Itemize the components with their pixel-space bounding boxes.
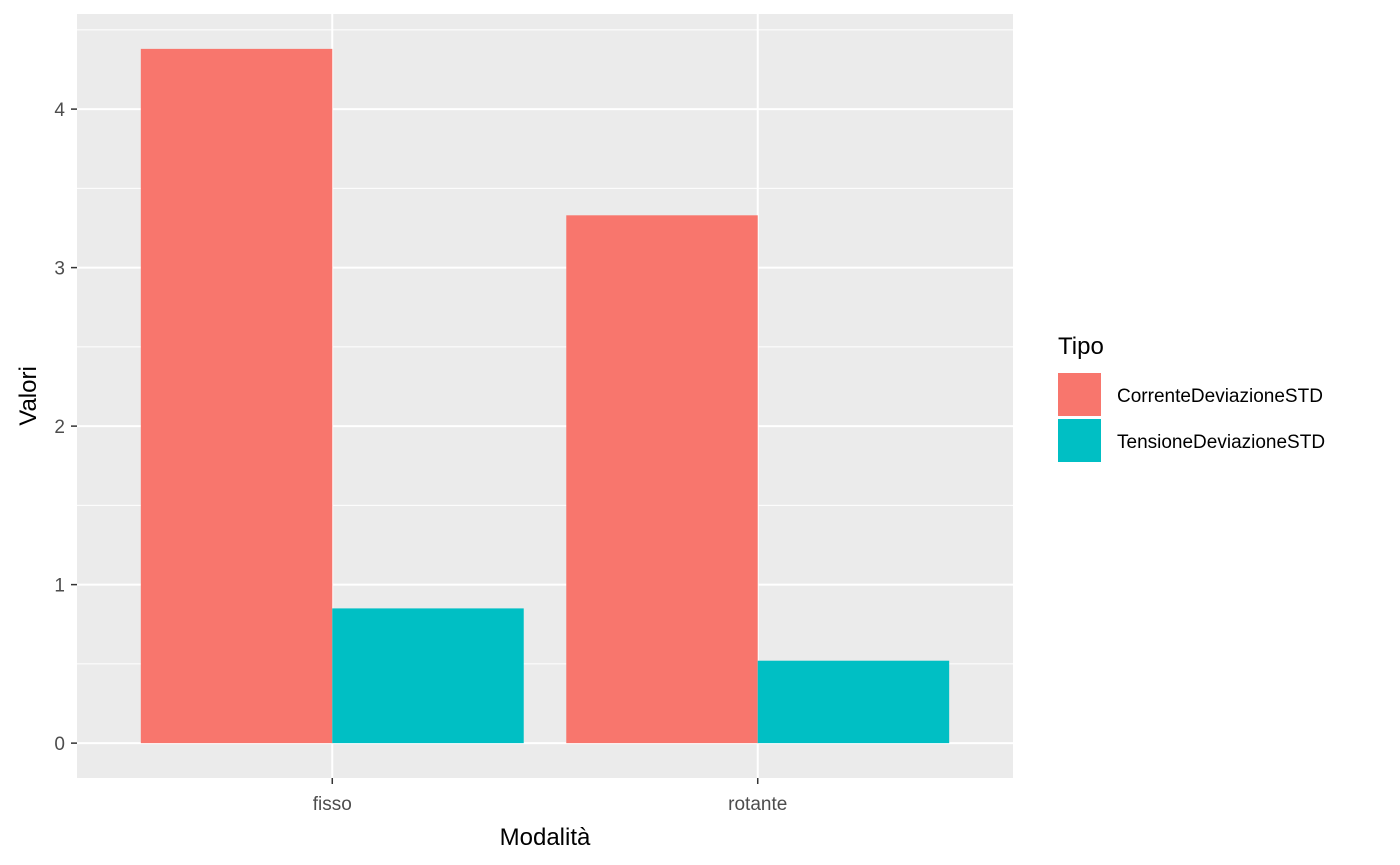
legend: Tipo CorrenteDeviazioneSTD TensioneDeviaz…: [1058, 333, 1325, 462]
x-tick-label: rotante: [728, 794, 787, 815]
x-axis: fisso rotante: [313, 778, 787, 815]
bar-TensioneDeviazioneSTD-rotante: [757, 660, 950, 744]
bar-CorrenteDeviazioneSTD-fisso: [140, 48, 333, 744]
y-axis: 0 1 2 3 4: [54, 100, 77, 755]
x-axis-title: Modalità: [500, 824, 591, 851]
legend-title: Tipo: [1058, 333, 1104, 360]
y-axis-title: Valori: [15, 366, 42, 426]
legend-label: TensioneDeviazioneSTD: [1117, 432, 1325, 453]
bar-CorrenteDeviazioneSTD-rotante: [566, 215, 758, 744]
bar-TensioneDeviazioneSTD-fisso: [332, 608, 524, 744]
y-tick-label: 2: [54, 417, 65, 438]
y-tick-label: 0: [54, 734, 65, 755]
legend-key-TensioneDeviazioneSTD: [1058, 419, 1101, 462]
bars: [140, 48, 950, 744]
x-tick-label: fisso: [313, 794, 352, 815]
y-tick-label: 4: [54, 100, 65, 121]
legend-key-CorrenteDeviazioneSTD: [1058, 373, 1101, 416]
legend-label: CorrenteDeviazioneSTD: [1117, 386, 1323, 407]
y-tick-label: 1: [54, 576, 65, 597]
y-tick-label: 3: [54, 259, 65, 280]
